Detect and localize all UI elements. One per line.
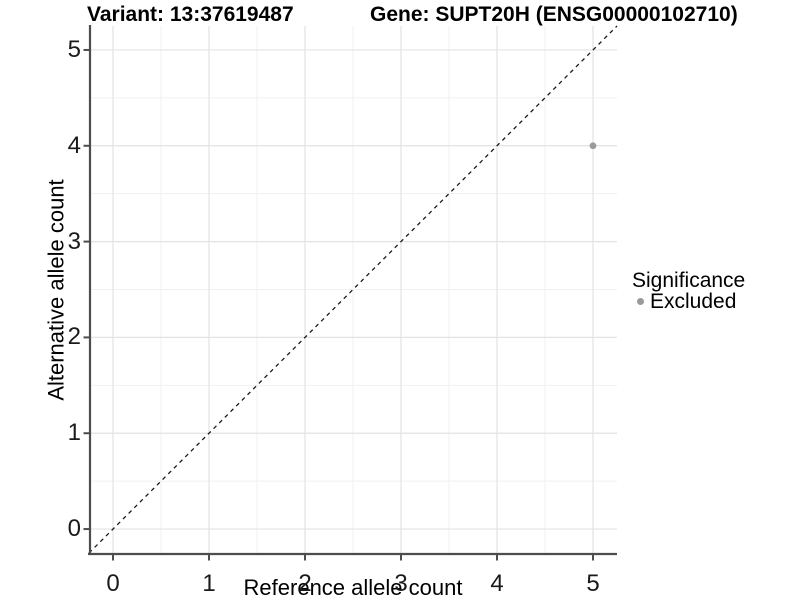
- y-tick-label: 5: [67, 35, 81, 63]
- y-tick-label: 4: [67, 131, 81, 159]
- y-tick-label: 2: [67, 323, 81, 351]
- legend-item-excluded: Excluded: [632, 291, 745, 312]
- y-tick-label: 1: [67, 419, 81, 447]
- legend-item-label: Excluded: [650, 290, 737, 313]
- x-tick-label: 5: [586, 570, 600, 597]
- x-axis-title: Reference allele count: [243, 575, 463, 600]
- y-tick-label: 3: [67, 227, 81, 255]
- plot-title-variant: Variant: 13:37619487: [87, 3, 294, 26]
- y-axis-title-box: Alternative allele count: [44, 26, 70, 553]
- legend-point-icon: [637, 298, 644, 305]
- plot-title-gene: Gene: SUPT20H (ENSG00000102710): [370, 3, 738, 26]
- y-axis-title: Alternative allele count: [44, 178, 70, 401]
- x-tick-label: 2: [298, 570, 312, 597]
- legend: Significance Excluded: [632, 270, 745, 312]
- legend-title: Significance: [632, 269, 746, 292]
- y-tick-label: 0: [67, 515, 81, 543]
- x-tick-label: 1: [202, 570, 216, 597]
- x-tick-label: 3: [394, 570, 408, 597]
- x-tick-label: 4: [490, 570, 504, 597]
- x-tick-label: 0: [106, 570, 120, 597]
- data-point: [589, 142, 597, 150]
